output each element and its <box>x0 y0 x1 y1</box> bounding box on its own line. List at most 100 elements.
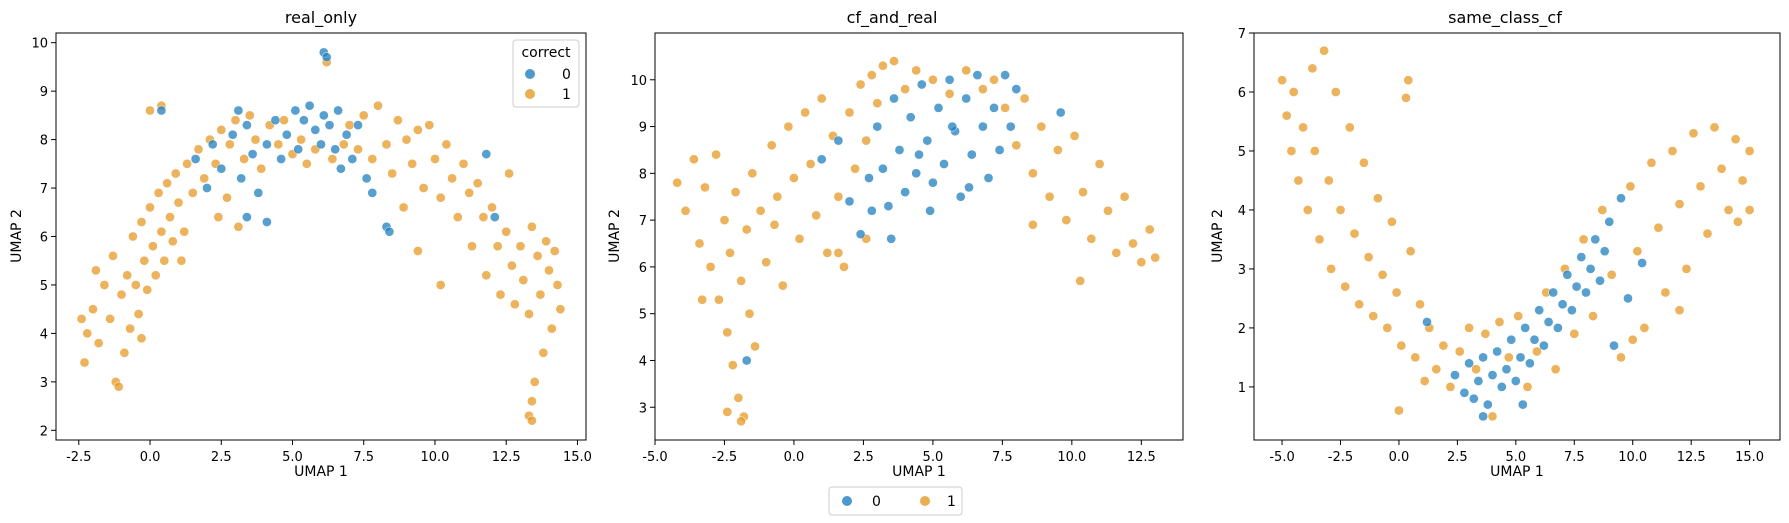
data-point-class-0 <box>316 139 326 150</box>
data-point-class-1 <box>1069 131 1080 141</box>
data-point-class-0 <box>1473 376 1484 386</box>
data-point-class-1 <box>176 255 187 266</box>
x-tick-group: -5.0 -2.5 0.0 2.5 5.0 7.5 10.0 12.5 <box>642 440 1156 465</box>
data-point-class-1 <box>1288 87 1299 97</box>
y-tick-label: 8 <box>639 167 647 182</box>
data-point-class-1 <box>861 135 872 146</box>
data-point-class-1 <box>441 139 452 150</box>
data-point-class-1 <box>133 309 144 319</box>
data-point-class-0 <box>900 187 910 197</box>
data-point-class-0 <box>367 188 378 198</box>
data-point-class-0 <box>1422 317 1432 327</box>
data-point-class-1 <box>747 168 758 179</box>
data-point-class-1 <box>93 338 104 348</box>
data-point-class-1 <box>789 173 799 183</box>
data-point-class-1 <box>872 98 883 109</box>
data-point-class-1 <box>413 246 423 256</box>
data-point-class-1 <box>128 231 138 242</box>
data-point-class-1 <box>1307 63 1318 74</box>
figure-legend-marker-1 <box>920 496 930 506</box>
data-point-class-1 <box>113 381 124 392</box>
data-point-class-1 <box>839 262 849 272</box>
data-point-class-1 <box>1044 191 1055 202</box>
data-point-class-0 <box>1548 287 1559 298</box>
data-point-class-1 <box>711 149 721 160</box>
data-point-class-1 <box>1639 323 1650 333</box>
data-point-class-1 <box>125 323 135 334</box>
data-point-class-1 <box>1053 145 1063 155</box>
data-point-class-0 <box>207 139 218 150</box>
data-point-class-1 <box>889 56 899 66</box>
data-point-class-0 <box>1011 84 1022 94</box>
data-point-class-1 <box>1382 323 1393 333</box>
data-point-class-0 <box>227 129 238 140</box>
data-point-class-1 <box>538 347 549 358</box>
data-point-class-0 <box>994 145 1005 155</box>
data-point-class-0 <box>1539 340 1549 351</box>
y-tick-label: 4 <box>40 327 48 342</box>
legend-label-0: 0 <box>562 67 571 83</box>
data-point-class-1 <box>1616 352 1626 363</box>
data-point-class-0 <box>1515 352 1526 363</box>
data-point-class-1 <box>193 144 204 155</box>
x-tick-group: -2.5 0.0 2.5 5.0 7.5 10.0 12.5 15.0 <box>66 440 592 465</box>
data-point-class-1 <box>398 202 409 213</box>
y-axis-label: UMAP 2 <box>1210 209 1226 263</box>
data-point-class-1 <box>761 257 772 268</box>
data-point-class-0 <box>1492 346 1502 357</box>
data-point-class-0 <box>361 173 372 184</box>
figure-legend-label-0: 0 <box>872 494 881 510</box>
y-tick-label: 7 <box>40 182 48 197</box>
data-point-class-0 <box>1599 246 1610 257</box>
data-point-class-0 <box>293 144 304 155</box>
data-point-class-1 <box>487 202 497 213</box>
y-axis-label: UMAP 2 <box>9 209 25 263</box>
data-point-class-1 <box>844 107 855 118</box>
legend-marker-0 <box>525 69 535 79</box>
data-point-class-0 <box>1534 305 1545 316</box>
data-point-class-1 <box>783 121 794 132</box>
data-point-class-0 <box>318 110 329 121</box>
data-point-class-0 <box>1478 411 1488 422</box>
data-point-class-1 <box>1597 205 1608 215</box>
data-point-class-1 <box>148 241 158 252</box>
data-point-class-1 <box>1335 205 1346 215</box>
data-point-class-1 <box>1373 193 1383 204</box>
data-point-class-1 <box>213 212 224 222</box>
data-point-class-1 <box>156 226 167 237</box>
data-point-class-1 <box>1368 311 1379 321</box>
y-tick-label: 6 <box>639 261 647 276</box>
y-tick-label: 9 <box>40 85 48 100</box>
data-point-class-1 <box>1716 163 1727 174</box>
data-point-class-1 <box>777 280 788 291</box>
data-point-class-0 <box>1459 387 1470 398</box>
data-point-class-0 <box>333 105 343 116</box>
data-point-class-1 <box>464 188 475 198</box>
data-point-class-1 <box>794 233 805 244</box>
points-layer <box>672 56 1161 427</box>
data-point-class-0 <box>310 125 321 135</box>
data-point-class-1 <box>1405 246 1416 257</box>
data-point-class-1 <box>82 328 93 339</box>
legend-marker-1 <box>525 89 535 99</box>
data-point-class-1 <box>1674 305 1685 316</box>
x-tick-label: 5.0 <box>1505 450 1526 465</box>
data-point-class-0 <box>933 103 944 113</box>
data-point-class-1 <box>1286 146 1297 156</box>
data-point-class-0 <box>253 188 264 198</box>
data-point-class-1 <box>1627 334 1638 345</box>
data-point-class-0 <box>961 93 972 104</box>
data-point-class-1 <box>552 280 563 290</box>
data-point-class-1 <box>424 120 435 130</box>
y-tick-label: 10 <box>630 74 647 89</box>
data-point-class-1 <box>1086 233 1097 244</box>
data-point-class-1 <box>672 177 683 188</box>
plot-frame <box>654 32 1184 441</box>
data-point-class-1 <box>481 270 492 281</box>
data-point-class-1 <box>501 226 512 237</box>
data-point-class-1 <box>1709 122 1720 133</box>
data-point-class-1 <box>373 100 383 111</box>
data-point-class-1 <box>1011 140 1022 151</box>
data-point-class-1 <box>546 323 557 334</box>
